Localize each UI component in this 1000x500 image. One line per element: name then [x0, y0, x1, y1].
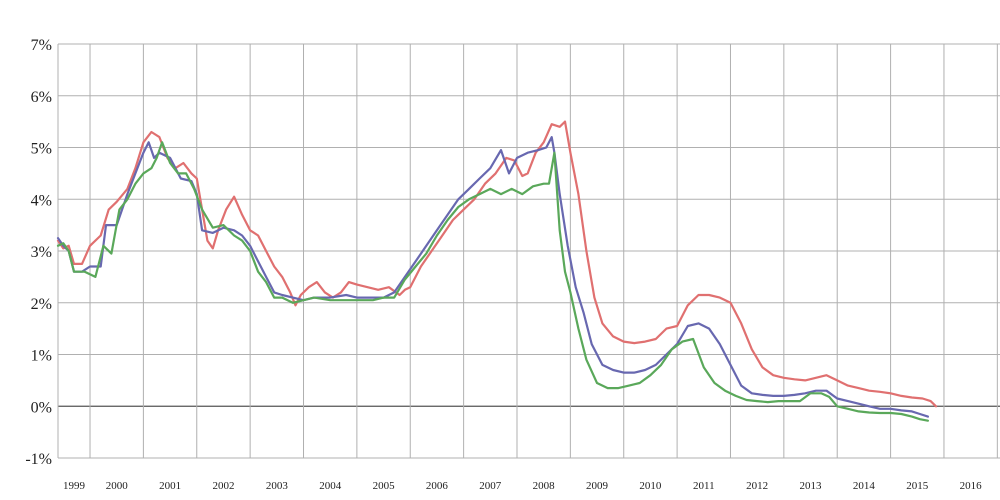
y-tick-label: 5%	[31, 141, 52, 158]
series-line-red	[56, 120, 938, 408]
y-tick-label: 2%	[31, 296, 52, 313]
x-tick-label: 1999	[63, 480, 86, 492]
x-tick-label: 2004	[319, 480, 342, 492]
y-tick-label: 4%	[31, 192, 52, 209]
y-axis-tick-labels: -1% 0% 1% 2% 3% 4% 5% 6% 7%	[25, 37, 52, 468]
y-tick-label: -1%	[25, 451, 52, 468]
x-tick-label: 2012	[746, 480, 768, 492]
x-tick-label: 2002	[212, 480, 234, 492]
x-tick-label: 2011	[693, 480, 715, 492]
y-tick-label: 0%	[31, 399, 52, 416]
x-tick-label: 2006	[426, 480, 449, 492]
y-tick-label: 7%	[31, 37, 52, 54]
y-tick-label: 3%	[31, 244, 52, 261]
x-tick-label: 2000	[106, 480, 129, 492]
x-tick-label: 2005	[373, 480, 396, 492]
chart-grid	[57, 43, 1000, 459]
x-tick-label: 2014	[853, 480, 876, 492]
series-line-blue	[56, 136, 929, 418]
y-tick-label: 6%	[31, 89, 52, 106]
x-tick-label: 2007	[479, 480, 502, 492]
x-tick-label: 2009	[586, 480, 609, 492]
y-tick-label: 1%	[31, 348, 52, 365]
x-tick-label: 2001	[159, 480, 181, 492]
series-line-green	[56, 141, 929, 422]
x-tick-label: 2016	[960, 480, 983, 492]
x-tick-label: 2015	[906, 480, 929, 492]
chart-series-lines	[56, 120, 938, 422]
x-tick-label: 2010	[639, 480, 662, 492]
x-tick-label: 2008	[533, 480, 556, 492]
x-tick-label: 2013	[800, 480, 823, 492]
x-axis-tick-labels: 1999 2000 2001 2002 2003 2004 2005 2006 2007 2008…	[63, 480, 982, 492]
x-tick-label: 2003	[266, 480, 289, 492]
